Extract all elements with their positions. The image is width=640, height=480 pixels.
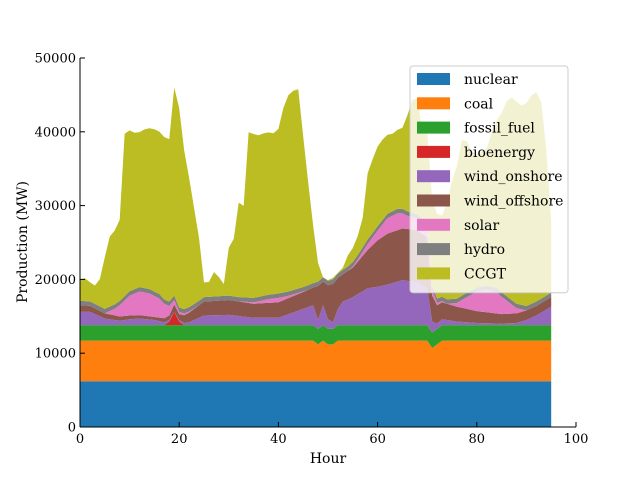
area-fossil-fuel (80, 325, 552, 349)
y-tick-label: 0 (68, 421, 76, 436)
legend-swatch-wind-onshore (417, 170, 450, 183)
x-tick-label: 40 (270, 432, 287, 447)
legend-label-nuclear: nuclear (464, 72, 518, 88)
legend-label-wind-onshore: wind_onshore (464, 169, 563, 185)
legend-swatch-wind-offshore (417, 194, 450, 207)
x-tick-label: 20 (171, 432, 188, 447)
legend-label-bioenergy: bioenergy (464, 145, 535, 161)
y-tick-label: 30000 (35, 199, 76, 214)
legend-label-wind-offshore: wind_offshore (464, 194, 563, 210)
area-bioenergy (80, 311, 552, 333)
legend-swatch-hydro (417, 243, 450, 256)
x-tick-label: 0 (76, 432, 84, 447)
y-axis-label: Production (MW) (15, 181, 31, 303)
legend-swatch-coal (417, 97, 450, 110)
x-tick-label: 80 (469, 432, 486, 447)
legend-label-coal: coal (464, 96, 494, 112)
x-axis-label: Hour (310, 451, 347, 467)
y-tick-label: 40000 (35, 125, 76, 140)
legend-label-solar: solar (464, 218, 499, 234)
y-tick-label: 10000 (35, 347, 76, 362)
x-tick-label: 100 (564, 432, 589, 447)
legend-swatch-fossil-fuel (417, 121, 450, 134)
axes: 0 20 40 60 80 100 0 10000 20000 30000 40000 50000 (35, 52, 589, 448)
legend-label-hydro: hydro (464, 242, 505, 258)
legend-swatch-nuclear (417, 73, 450, 85)
legend: nuclear coal fossil_fuel bioenergy wind_onsh… (409, 65, 569, 294)
area-coal (80, 340, 552, 382)
area-wind-onshore (80, 280, 552, 333)
area-solar (80, 213, 552, 319)
y-tick-label: 20000 (35, 273, 76, 288)
area-nuclear (80, 381, 552, 427)
legend-label-fossil-fuel: fossil_fuel (464, 121, 535, 137)
y-tick-label: 50000 (35, 52, 76, 67)
legend-swatch-solar (417, 218, 450, 231)
x-tick-label: 60 (369, 432, 386, 447)
legend-swatch-bioenergy (417, 145, 450, 158)
legend-label-ccgt: CCGT (464, 266, 507, 282)
area-wind-offshore (80, 228, 552, 324)
legend-swatch-ccgt (417, 267, 450, 280)
